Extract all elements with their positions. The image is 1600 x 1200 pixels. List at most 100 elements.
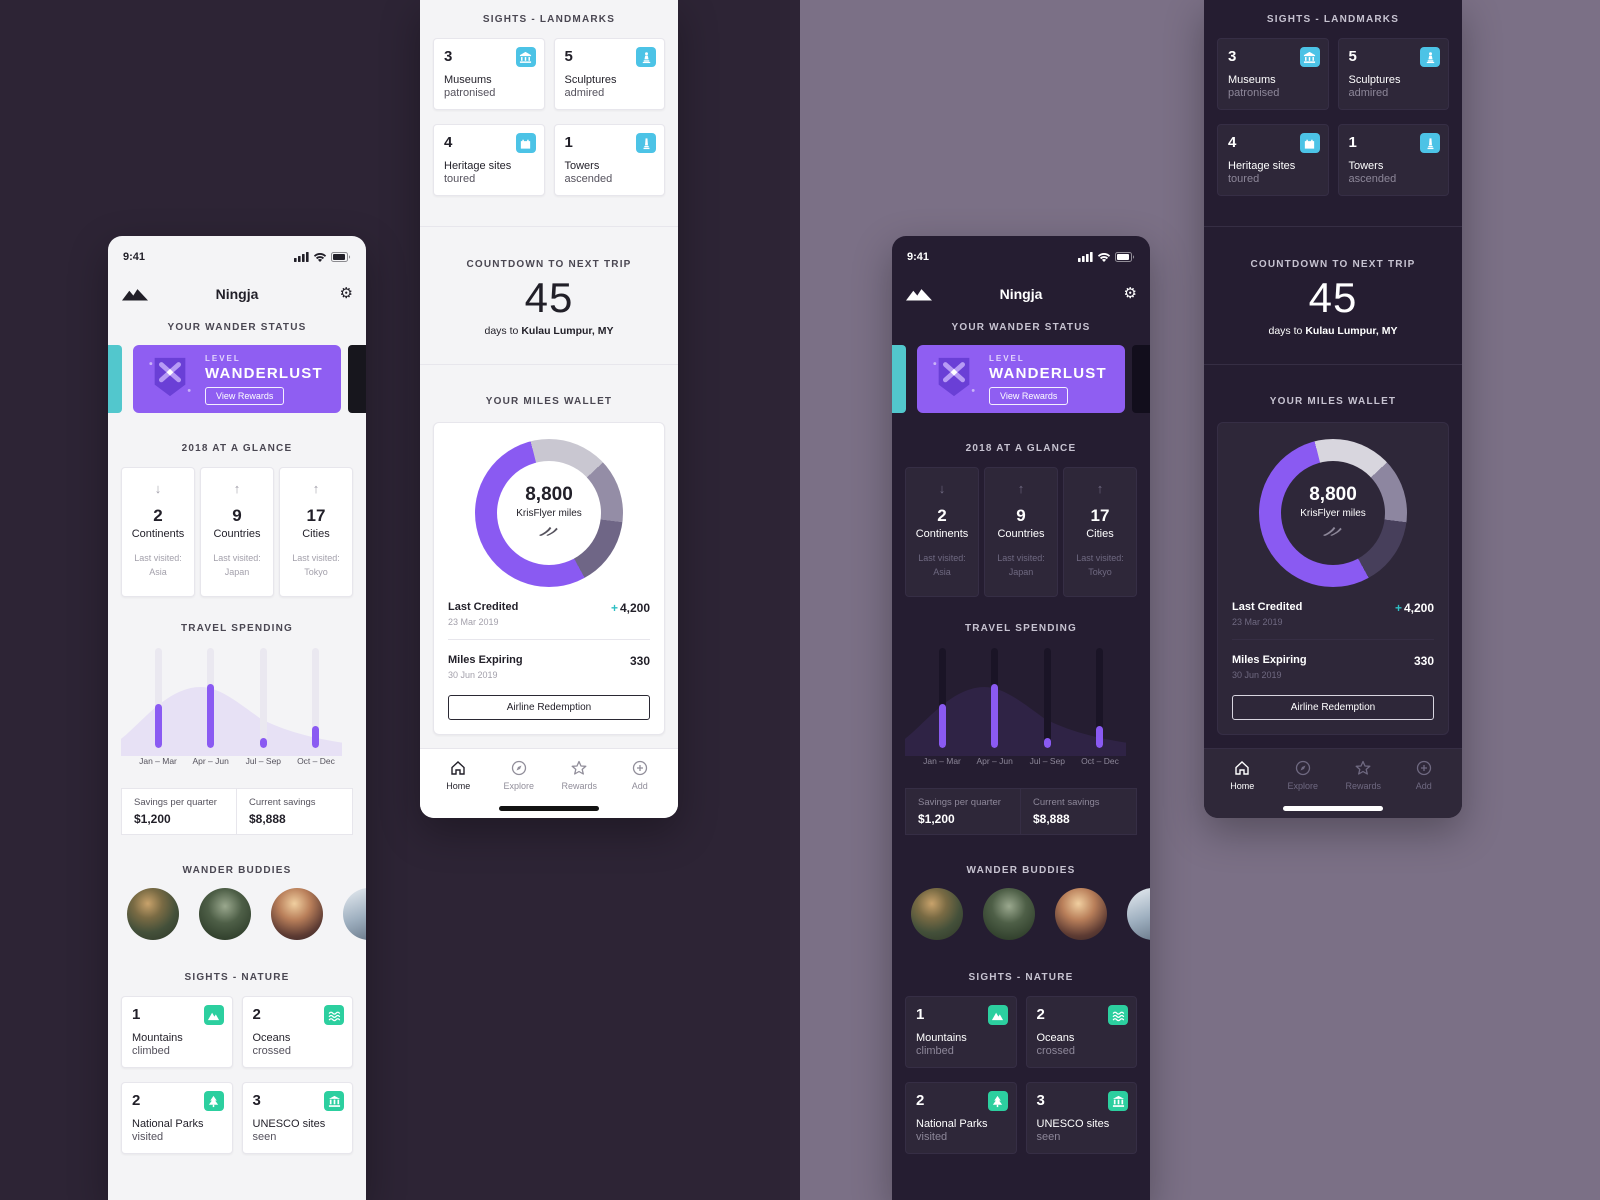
view-rewards-button[interactable]: View Rewards: [205, 386, 285, 405]
museum-icon: [1299, 47, 1320, 67]
section-nature: SIGHTS - NATURE: [968, 972, 1074, 983]
glance-value: 9: [232, 506, 242, 525]
home-icon: [1235, 761, 1249, 775]
add-icon: [1416, 760, 1431, 776]
level-carousel: LEVEL WANDERLUST View Rewards: [892, 345, 1150, 413]
tab-rewards[interactable]: Rewards: [1339, 759, 1387, 818]
carousel-peek-card-left[interactable]: [892, 345, 906, 413]
buddy-avatar[interactable]: [271, 888, 323, 940]
plus-sign: +: [1394, 601, 1402, 615]
glance-row: ↓ 2 Continents Last visited: Asia ↑ 9 Cou…: [121, 467, 353, 597]
section-countdown: COUNTDOWN TO NEXT TRIP: [1250, 259, 1416, 270]
view-rewards-button[interactable]: View Rewards: [989, 386, 1069, 405]
buddy-avatar[interactable]: [1055, 888, 1107, 940]
level-card[interactable]: LEVEL WANDERLUST View Rewards: [133, 345, 341, 413]
nature-card-mountains: 1 Mountains climbed: [121, 996, 233, 1068]
glance-last-visited: Last visited: Asia: [918, 553, 966, 577]
glance-last-visited: Last visited: Japan: [997, 553, 1045, 577]
arrow-down-icon: ↓: [938, 481, 946, 496]
add-icon: [632, 760, 647, 776]
home-indicator[interactable]: [1283, 806, 1383, 811]
glance-value: 2: [153, 506, 163, 525]
level-name: WANDERLUST: [205, 364, 323, 382]
phone-wallet-light: SIGHTS - LANDMARKS 3 Museums patronised …: [420, 0, 678, 818]
section-countdown: COUNTDOWN TO NEXT TRIP: [466, 259, 632, 270]
buddy-avatar[interactable]: [343, 888, 366, 940]
tab-bar: Home Explore Rewards Add: [1204, 748, 1462, 818]
travel-spending-chart: Jan – Mar Apr – Jun Jul – Sep Oct – Dec: [121, 648, 353, 772]
countdown-days: 45: [524, 274, 574, 321]
section-landmarks: SIGHTS - LANDMARKS: [1266, 14, 1400, 25]
landmark-card-sculptures: 5 Sculptures admired: [1337, 38, 1449, 110]
arrow-up-icon: ↑: [1096, 481, 1104, 496]
glance-label: Cities: [1086, 528, 1114, 540]
tab-explore[interactable]: Explore: [1279, 759, 1327, 818]
section-buddies: WANDER BUDDIES: [966, 865, 1076, 876]
mountain-icon: [203, 1005, 224, 1025]
app-header: Ningja ⚙: [108, 272, 366, 316]
waves-icon: [324, 1005, 344, 1025]
buddy-avatar[interactable]: [1127, 888, 1150, 940]
settings-gear-icon[interactable]: ⚙: [1123, 285, 1137, 302]
level-card[interactable]: LEVEL WANDERLUST View Rewards: [917, 345, 1125, 413]
home-indicator[interactable]: [499, 806, 599, 811]
wander-buddies-list: [892, 888, 1150, 940]
glance-label: Countries: [213, 528, 261, 540]
level-info: LEVEL WANDERLUST View Rewards: [989, 354, 1107, 405]
nature-card-oceans: 2 Oceans crossed: [1025, 996, 1137, 1068]
tab-home[interactable]: Home: [434, 759, 482, 818]
carousel-peek-card-left[interactable]: [108, 345, 122, 413]
current-savings-cell: Current savings $8,888: [1020, 788, 1137, 835]
nature-grid: 1 Mountains climbed 2 Oceans crossed 2 N…: [121, 996, 353, 1154]
glance-value: 9: [1016, 506, 1026, 525]
krisflyer-bird-icon: [1322, 524, 1344, 542]
divider: [420, 226, 678, 227]
glance-value: 17: [306, 506, 326, 525]
divider: [420, 364, 678, 365]
carousel-peek-card-right[interactable]: [348, 345, 366, 413]
miles-wallet-card: 8,800 KrisFlyer miles Last Credited 23 Ma…: [1217, 422, 1449, 735]
buddy-avatar[interactable]: [199, 888, 251, 940]
airline-redemption-button[interactable]: Airline Redemption: [1232, 695, 1434, 720]
spending-bar-q4: Oct – Dec: [1077, 648, 1123, 772]
airline-redemption-button[interactable]: Airline Redemption: [448, 695, 650, 720]
status-bar: 9:41: [108, 236, 366, 272]
settings-gear-icon[interactable]: ⚙: [339, 285, 353, 302]
heritage-fort-icon: [1299, 133, 1320, 153]
nature-card-oceans: 2 Oceans crossed: [241, 996, 353, 1068]
tab-rewards[interactable]: Rewards: [555, 759, 603, 818]
app-logo-mountains-icon: [906, 287, 932, 306]
wifi-icon: [313, 252, 327, 262]
glance-card-countries: ↑ 9 Countries Last visited: Japan: [200, 467, 274, 597]
carousel-peek-card-right[interactable]: [1132, 345, 1150, 413]
krisflyer-bird-icon: [538, 524, 560, 542]
landmark-card-museums: 3 Museums patronised: [433, 38, 545, 110]
tab-add[interactable]: Add: [1400, 759, 1448, 818]
section-buddies: WANDER BUDDIES: [182, 865, 292, 876]
arrow-up-icon: ↑: [1017, 481, 1025, 496]
current-savings-cell: Current savings $8,888: [236, 788, 353, 835]
divider: [1204, 226, 1462, 227]
glance-last-visited: Last visited: Asia: [134, 553, 182, 577]
compass-icon: [511, 760, 526, 776]
tab-explore[interactable]: Explore: [495, 759, 543, 818]
miles-expiring-row: Miles Expiring 30 Jun 2019 330: [1232, 654, 1434, 680]
countdown-caption: days to Kulau Lumpur, MY: [484, 325, 614, 337]
tower-icon: [1420, 133, 1440, 153]
arrow-up-icon: ↑: [312, 481, 320, 496]
level-carousel: LEVEL WANDERLUST View Rewards: [108, 345, 366, 413]
spending-bar-q2: Apr – Jun: [188, 648, 234, 772]
tab-home[interactable]: Home: [1218, 759, 1266, 818]
status-time: 9:41: [907, 251, 930, 263]
buddy-avatar[interactable]: [127, 888, 179, 940]
last-credited-row: Last Credited 23 Mar 2019 +4,200: [1232, 601, 1434, 627]
buddy-avatar[interactable]: [983, 888, 1035, 940]
savings-per-quarter-cell: Savings per quarter $1,200: [905, 788, 1021, 835]
level-badge-icon: [143, 354, 197, 405]
buddy-avatar[interactable]: [911, 888, 963, 940]
chart-area-shape: [905, 686, 1127, 756]
tab-add[interactable]: Add: [616, 759, 664, 818]
level-label: LEVEL: [205, 353, 241, 363]
spending-bar-q2: Apr – Jun: [972, 648, 1018, 772]
star-icon: [571, 760, 587, 775]
